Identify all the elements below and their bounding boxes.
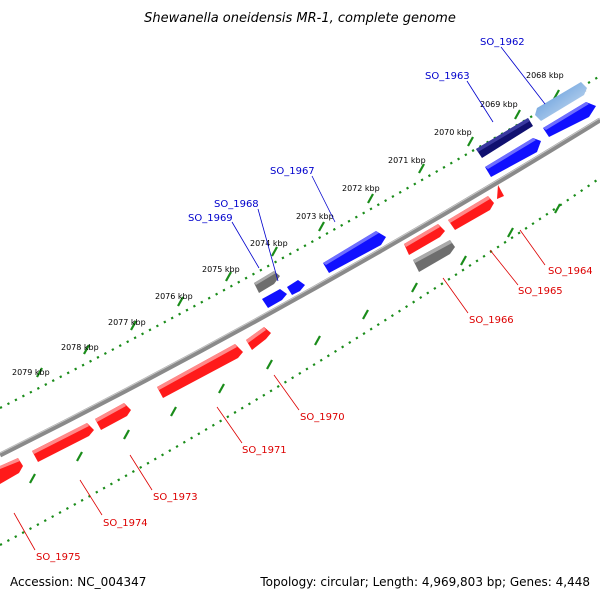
kbp-label: 2069 kbp [480,100,518,109]
gene-so-1969[interactable] [262,289,287,308]
gene-so-1970[interactable] [246,327,271,350]
kbp-label: 2079 kbp [12,368,50,377]
gene-label-so-1966[interactable]: SO_1966 [469,315,514,326]
gene-so-1964[interactable] [497,185,504,199]
gene-label-so-1974[interactable]: SO_1974 [103,518,148,529]
callout-lines [13,46,546,551]
gene-label-so-1967[interactable]: SO_1967 [270,166,315,177]
forward-callouts [231,46,546,282]
kbp-labels: 2068 kbp 2069 kbp 2070 kbp 2071 kbp 2072… [12,71,564,377]
gene-so-1963[interactable] [476,118,533,158]
gene-label-so-1964[interactable]: SO_1964 [548,266,593,277]
inner-major-ticks [29,203,561,484]
gene-label-so-1971[interactable]: SO_1971 [242,445,287,456]
gene-label-so-1968[interactable]: SO_1968 [214,199,259,210]
kbp-label: 2074 kbp [250,239,288,248]
kbp-label: 2070 kbp [434,128,472,137]
kbp-label: 2071 kbp [388,156,426,165]
accession-text: Accession: NC_004347 [10,575,146,589]
gene-label-so-1965[interactable]: SO_1965 [518,286,563,297]
gene-so-1973[interactable] [95,403,131,430]
gene-feature[interactable] [535,82,587,121]
reverse-callouts [13,229,546,551]
gene-feature[interactable] [254,271,280,293]
gene-feature[interactable] [404,224,445,255]
kbp-label: 2076 kbp [155,292,193,301]
gene-label-so-1970[interactable]: SO_1970 [300,412,345,423]
kbp-label: 2075 kbp [202,265,240,274]
map-title: Shewanella oneidensis MR-1, complete gen… [144,11,456,26]
forward-genes [254,82,596,308]
gene-label-so-1963[interactable]: SO_1963 [425,71,470,82]
inner-tick-track [0,177,600,546]
kbp-label: 2068 kbp [526,71,564,80]
kbp-label: 2078 kbp [61,343,99,352]
gene-feature[interactable] [485,138,541,177]
reverse-genes [0,185,504,484]
kbp-label: 2073 kbp [296,212,334,221]
gene-so-1967[interactable] [323,231,386,273]
forward-gene-labels: SO_1962 SO_1963 SO_1967 SO_1968 SO_1969 [188,37,525,224]
genome-backbone [0,117,600,458]
gene-label-so-1973[interactable]: SO_1973 [153,492,198,503]
gene-label-so-1975[interactable]: SO_1975 [36,552,81,563]
gene-so-1965[interactable] [448,196,494,230]
kbp-label: 2072 kbp [342,184,380,193]
gene-so-1974[interactable] [32,423,94,462]
gene-label-so-1969[interactable]: SO_1969 [188,213,233,224]
gene-so-1975[interactable] [0,458,23,484]
kbp-label: 2077 kbp [108,318,146,327]
topology-info-text: Topology: circular; Length: 4,969,803 bp… [259,575,590,589]
gene-label-so-1962[interactable]: SO_1962 [480,37,525,48]
gene-so-1968[interactable] [287,280,305,295]
gene-feature[interactable] [543,102,596,137]
gene-so-1966[interactable] [413,240,455,272]
gene-so-1971[interactable] [157,344,243,398]
reverse-gene-labels: SO_1964 SO_1965 SO_1966 SO_1970 SO_1971 … [36,266,593,563]
outer-major-ticks [36,89,560,378]
outer-tick-track [0,75,600,409]
